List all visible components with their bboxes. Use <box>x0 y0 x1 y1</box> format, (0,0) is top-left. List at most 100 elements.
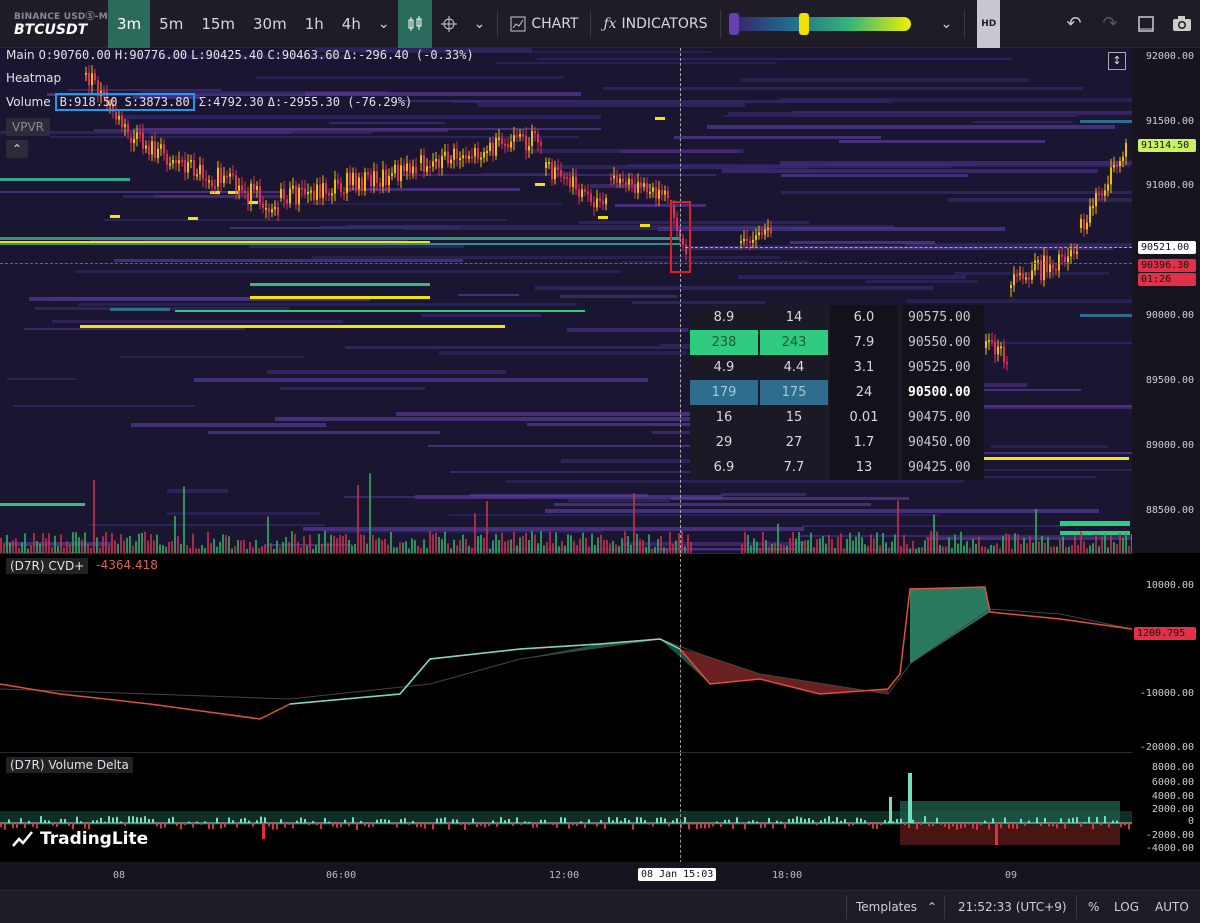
volume-label: Volume <box>6 95 51 109</box>
candle-body <box>406 163 408 172</box>
volume-bar <box>594 544 596 553</box>
vpvr-legend[interactable]: VPVR <box>6 118 50 136</box>
volume-delta-legend: (D7R) Volume Delta <box>6 757 133 773</box>
timeframe-more-button[interactable]: ⌄ <box>370 0 398 48</box>
candle-body <box>447 151 449 164</box>
candle-body <box>388 175 390 186</box>
templates-button[interactable]: Templates ⌃ <box>856 900 937 914</box>
drawing-tools-button[interactable] <box>432 0 466 48</box>
heatmap-band <box>119 115 601 119</box>
orderbook-row: 4.9 4.4 3.1 90525.00 <box>690 355 984 380</box>
drawing-more-button[interactable]: ⌄ <box>466 0 494 48</box>
volume-bar <box>183 486 185 553</box>
volume-bar <box>261 546 263 553</box>
candle-body <box>438 159 440 168</box>
volume-bar <box>90 547 92 553</box>
cvd-panel[interactable]: (D7R) CVD+ -4364.418 <box>0 553 1132 752</box>
percent-toggle[interactable]: % <box>1088 900 1100 914</box>
volume-delta-bar <box>252 823 254 827</box>
heatmap-band <box>728 112 1132 115</box>
timeframe-4h[interactable]: 4h <box>341 14 361 33</box>
volume-delta-bar <box>204 821 206 823</box>
log-toggle[interactable]: LOG <box>1114 900 1140 914</box>
candle-body <box>400 165 402 181</box>
volume-bar <box>915 548 917 553</box>
axis-tick-label: 91500.00 <box>1145 116 1194 127</box>
heatmap-band <box>658 227 1005 231</box>
chart-button[interactable]: CHART <box>502 0 586 48</box>
heatmap-band <box>781 191 1132 194</box>
time-axis[interactable]: 08 06:00 12:00 18:00 09 08 Jan 15:03 <box>0 862 1200 890</box>
volume-delta-bar <box>140 817 142 823</box>
liquidity-dot <box>535 183 545 186</box>
expand-scale-button[interactable]: ↕ <box>1108 52 1126 70</box>
heatmap-band <box>632 301 765 304</box>
volume-bar <box>84 532 86 553</box>
candle-body <box>525 135 527 151</box>
heatmap-band <box>242 203 562 205</box>
hd-toggle[interactable]: HD <box>969 0 1008 50</box>
volume-delta-panel[interactable]: (D7R) Volume Delta TradingLite <box>0 752 1132 862</box>
volume-legend[interactable]: Volume B:918.50 S:3873.80 Σ:4792.30 Δ:-2… <box>6 93 412 111</box>
screenshot-button[interactable] <box>1164 0 1200 48</box>
candle-body <box>545 162 547 168</box>
volume-bar <box>867 545 869 553</box>
timeframe-30m[interactable]: 30m <box>253 14 287 33</box>
hd-badge: HD <box>977 0 1001 50</box>
liquidity-line <box>250 283 430 286</box>
timeframe-3m[interactable]: 3m <box>108 0 151 48</box>
redo-button[interactable]: ↷ <box>1092 0 1128 48</box>
heatmap-band <box>141 91 389 95</box>
timeframe-1h[interactable]: 1h <box>304 14 324 33</box>
volume-bar <box>879 545 881 553</box>
heatmap-band <box>315 48 532 52</box>
candle-body <box>268 207 270 213</box>
volume-delta-bar <box>560 817 562 823</box>
candle-body <box>1101 193 1103 196</box>
volume-delta-bar <box>160 823 162 829</box>
heatmap-intensity-slider[interactable] <box>728 12 911 35</box>
volume-delta-bar <box>504 820 506 823</box>
undo-button[interactable]: ↶ <box>1056 0 1092 48</box>
chevron-up-icon: ⌃ <box>6 140 29 158</box>
volume-bar <box>900 546 902 553</box>
timeframe-15m[interactable]: 15m <box>201 14 236 33</box>
slider-more-button[interactable]: ⌄ <box>933 0 961 48</box>
price-axis[interactable]: 92000.0091500.0091000.0090500.0090000.00… <box>1132 48 1200 553</box>
slider-max-knob[interactable] <box>798 12 809 35</box>
auto-toggle[interactable]: AUTO <box>1155 900 1189 914</box>
heatmap-legend[interactable]: Heatmap <box>6 71 61 85</box>
volume-bar <box>1083 541 1085 553</box>
collapse-legend-button[interactable]: ⌃ <box>6 140 29 158</box>
volume-delta-bar <box>748 821 750 823</box>
volume-delta-bar <box>624 817 626 823</box>
layout-icon <box>1138 15 1154 32</box>
candle-body <box>226 175 228 178</box>
heatmap-band <box>359 51 711 53</box>
layout-button[interactable] <box>1128 0 1164 48</box>
candle-body <box>280 188 282 198</box>
candle-body <box>133 138 135 143</box>
timeframe-5m[interactable]: 5m <box>159 14 184 33</box>
volume-delta-bar <box>532 823 534 828</box>
candle-body <box>253 183 255 190</box>
volume-delta-bar <box>332 823 334 827</box>
heatmap-band <box>133 128 601 130</box>
candle-body <box>456 148 458 159</box>
candles-type-button[interactable] <box>397 0 432 48</box>
volume-bar <box>621 538 623 553</box>
volume-delta-bar <box>724 820 726 823</box>
volume-delta-bar <box>84 823 86 829</box>
volume-delta-bar <box>816 823 818 826</box>
candle-body <box>145 145 147 149</box>
indicators-button[interactable]: ƒx INDICATORS <box>595 0 715 48</box>
candle-body <box>394 164 396 174</box>
volume-bar <box>669 531 671 553</box>
cvd-axis[interactable]: 10000.00 -10000.00 -20000.00 <box>1132 553 1200 753</box>
main-chart-area[interactable]: Main O:90760.00 H:90776.00 L:90425.40 C:… <box>0 48 1132 553</box>
slider-min-knob[interactable] <box>728 12 739 35</box>
volume-delta-axis[interactable]: 8000.00 6000.00 4000.00 2000.00 0 -2000.00 -40… <box>1132 752 1200 862</box>
volume-delta-bar <box>832 821 834 823</box>
symbol-selector[interactable]: BINANCE USDⓈ-M BTCUSDT <box>0 9 108 38</box>
